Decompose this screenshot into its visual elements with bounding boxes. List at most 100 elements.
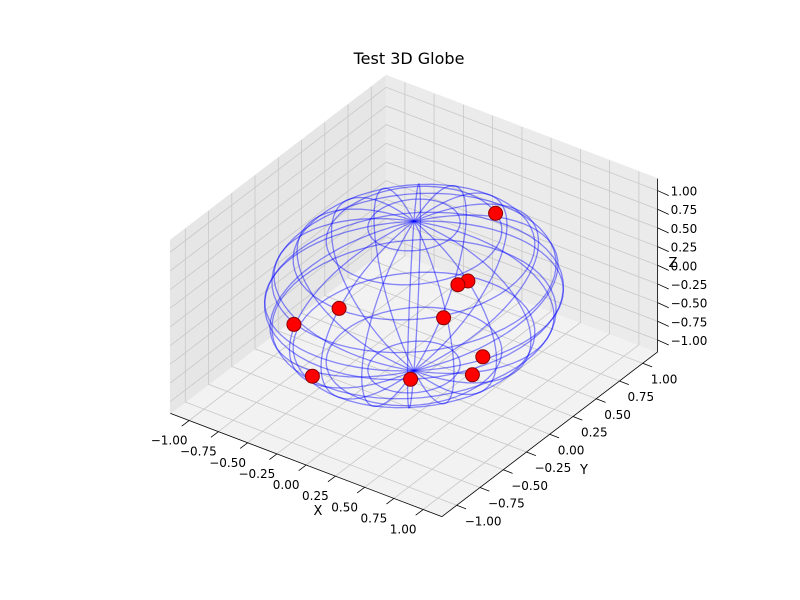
x-gridline	[393, 160, 610, 499]
z-tick-label: 0.25	[671, 241, 698, 255]
y-tick-label: 0.25	[581, 426, 608, 440]
data-point	[403, 371, 419, 387]
x-tick-label: −1.00	[151, 434, 188, 448]
sphere-meridian	[413, 203, 540, 372]
data-point	[464, 367, 480, 383]
x-gridline	[218, 93, 435, 432]
z-gridline	[170, 124, 658, 290]
y-gridline	[347, 104, 620, 382]
sphere-meridian	[413, 220, 532, 384]
y-tick-label: −0.25	[534, 461, 571, 475]
x-tick-label: −0.25	[238, 467, 275, 481]
sphere-meridian	[296, 208, 415, 372]
y-tick	[642, 362, 653, 368]
z-gridline	[170, 105, 658, 272]
x-tick-label: 0.25	[302, 489, 329, 503]
z-tick-label: −0.75	[671, 315, 708, 329]
y-tick-label: 0.50	[604, 408, 631, 422]
y-gridline	[301, 140, 574, 417]
data-point	[286, 316, 302, 332]
sphere-parallel	[271, 192, 557, 354]
x-tick-label: 0.75	[361, 511, 388, 525]
x-tick	[269, 453, 278, 460]
z-gridline	[170, 198, 658, 365]
x-tick	[327, 475, 336, 483]
y-gridline	[324, 122, 597, 400]
z-tick	[657, 208, 669, 215]
z-tick	[657, 227, 669, 234]
x-gridline	[188, 82, 406, 421]
x-gridline	[305, 127, 523, 466]
data-points	[286, 205, 504, 387]
y-tick-label: 0.00	[558, 443, 585, 457]
z-gridline	[170, 86, 658, 253]
sphere-meridian	[413, 182, 422, 371]
data-point	[450, 277, 466, 293]
x-tick-label: −0.75	[180, 445, 217, 459]
x-tick	[239, 442, 248, 449]
sphere-parallel	[367, 340, 461, 394]
z-gridline	[170, 161, 658, 328]
x-axis-label: X	[314, 504, 323, 519]
z-gridline	[170, 142, 658, 309]
z-tick	[657, 339, 669, 346]
x-tick-label: −0.50	[209, 456, 246, 470]
data-point	[304, 368, 320, 384]
z-tick-label: 0.50	[671, 222, 698, 236]
y-tick	[572, 416, 583, 421]
y-tick	[503, 469, 513, 474]
y-gridline	[184, 228, 457, 506]
y-tick-label: −0.50	[511, 479, 548, 493]
x-tick	[356, 486, 365, 494]
sphere-parallel	[325, 306, 503, 407]
z-tick	[657, 320, 669, 327]
y-gridline	[254, 175, 527, 453]
data-point	[475, 349, 491, 365]
sphere-meridian	[330, 196, 415, 372]
sphere-parallel	[367, 198, 461, 252]
y-tick	[596, 398, 606, 403]
z-tick-label: 1.00	[671, 185, 698, 199]
z-tick	[657, 246, 669, 253]
x-gridline	[422, 171, 640, 510]
x-tick	[181, 420, 190, 427]
axis-panes	[169, 74, 659, 518]
x-gridline	[276, 115, 494, 455]
y-tick-label: −1.00	[465, 514, 502, 528]
tick-labels: −1.00−1.00−1.00−0.75−0.75−0.75−0.50−0.50…	[151, 185, 708, 537]
z-gridline	[170, 217, 658, 384]
x-tick	[210, 431, 219, 438]
y-gridline	[208, 211, 481, 488]
data-point	[436, 310, 452, 326]
z-tick-label: −1.00	[671, 334, 708, 348]
x-tick	[386, 498, 395, 505]
x-tick	[415, 509, 424, 516]
x-tick-label: 1.00	[390, 523, 417, 537]
sphere-meridian	[269, 220, 415, 378]
y-tick	[479, 487, 490, 492]
y-tick	[549, 433, 560, 439]
y-tick-label: 1.00	[651, 372, 678, 386]
chart-title: Test 3D Globe	[353, 49, 465, 68]
sphere-meridian	[320, 220, 415, 400]
sphere-meridian	[413, 220, 498, 396]
y-gridline	[231, 193, 504, 471]
y-axis-label: Y	[579, 463, 588, 478]
y-tick-label: −0.75	[488, 497, 525, 511]
data-point	[488, 205, 504, 221]
sphere-meridian	[288, 220, 415, 389]
x-gridline	[335, 138, 552, 477]
sphere-meridian	[273, 217, 415, 372]
sphere-parallel	[292, 183, 536, 321]
y-gridline	[277, 157, 550, 435]
sphere-meridian	[373, 187, 415, 371]
y-tick	[456, 504, 467, 510]
sphere-meridian	[264, 220, 415, 372]
y-tick	[526, 451, 536, 456]
sphere-meridian	[413, 214, 559, 372]
sphere-meridian	[413, 192, 508, 372]
z-tick-label: 0.75	[671, 203, 698, 217]
x-gridline	[364, 149, 581, 488]
y-gridline	[370, 86, 643, 364]
